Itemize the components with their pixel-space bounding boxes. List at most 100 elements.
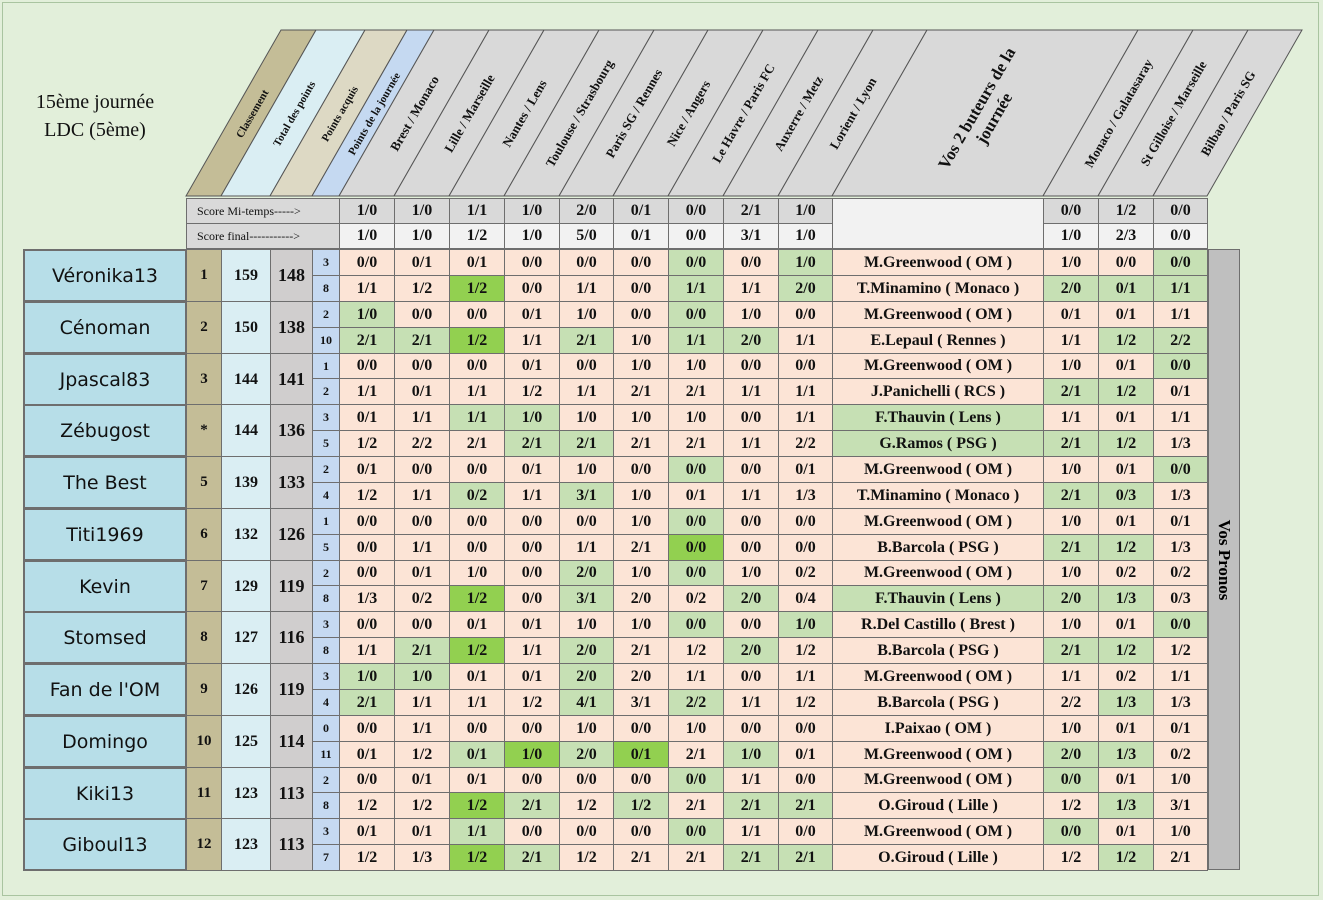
ldc-prono-score: 2/2 (1153, 327, 1208, 354)
player-total-points: 159 (221, 249, 271, 302)
ldc-prono-score: 0/1 (1098, 301, 1154, 328)
prono-score: 1/2 (778, 637, 833, 664)
prono-score: 0/0 (504, 508, 560, 535)
scorer-pick: M.Greenwood ( OM ) (832, 301, 1044, 328)
prono-score: 1/1 (394, 534, 450, 561)
prono-score: 1/0 (613, 508, 669, 535)
prono-score: 0/1 (339, 741, 395, 768)
prono-score: 0/0 (449, 534, 505, 561)
prono-score: 0/0 (394, 353, 450, 379)
prono-score: 0/0 (723, 404, 779, 431)
prono-score: 2/1 (504, 792, 560, 819)
ldc-prono-score: 1/1 (1043, 404, 1099, 431)
prono-score: 2/1 (339, 327, 395, 354)
prono-score: 1/0 (559, 715, 614, 742)
vos-pronos-text: Vos Pronos (1215, 519, 1234, 600)
scorer-pick: F.Thauvin ( Lens ) (832, 404, 1044, 431)
prono-score: 0/1 (613, 741, 669, 768)
points-journee: 3 (312, 818, 340, 845)
player-name: Kiki13 (23, 767, 187, 820)
points-journee: 3 (312, 663, 340, 690)
player-name: Titi1969 (23, 508, 187, 561)
prono-score: 0/0 (504, 767, 560, 793)
player-name: Kevin (23, 560, 187, 613)
prono-score: 2/1 (394, 637, 450, 664)
prono-score: 2/0 (778, 275, 833, 302)
player-total-points: 125 (221, 715, 271, 768)
prono-score: 0/0 (723, 663, 779, 690)
prono-score: 0/0 (504, 249, 560, 276)
prono-score: 2/1 (613, 637, 669, 664)
player-total-points: 123 (221, 767, 271, 820)
prono-score: 2/1 (339, 689, 395, 716)
prono-score: 1/0 (723, 560, 779, 586)
ldc-prono-score: 0/1 (1153, 508, 1208, 535)
prono-score: 2/1 (613, 534, 669, 561)
scorer-pick: T.Minamino ( Monaco ) (832, 482, 1044, 509)
prono-score: 1/1 (723, 482, 779, 509)
header-ldc-match-cell (1152, 29, 1303, 197)
title-line-1: 15ème journée (35, 91, 155, 113)
prono-score: 1/0 (723, 741, 779, 768)
ldc-prono-score: 1/2 (1098, 327, 1154, 354)
prono-score: 1/1 (394, 715, 450, 742)
prono-score: 0/0 (613, 275, 669, 302)
points-journee: 1 (312, 353, 340, 379)
prono-score: 0/0 (723, 353, 779, 379)
halftime-score: 0/0 (668, 198, 724, 224)
prono-score: 0/1 (449, 663, 505, 690)
prono-score: 1/1 (394, 689, 450, 716)
prono-score: 0/0 (559, 353, 614, 379)
prono-score: 2/1 (778, 844, 833, 871)
prono-score: 0/1 (668, 482, 724, 509)
prono-score: 2/1 (668, 741, 724, 768)
prono-score: 0/0 (613, 456, 669, 483)
ldc-prono-score: 1/0 (1153, 767, 1208, 793)
prono-score: 0/0 (778, 818, 833, 845)
halftime-ldc-score: 0/0 (1153, 198, 1208, 224)
ldc-prono-score: 1/0 (1043, 560, 1099, 586)
ldc-prono-score: 0/2 (1153, 741, 1208, 768)
ldc-prono-score: 2/1 (1153, 844, 1208, 871)
ldc-prono-score: 1/2 (1098, 378, 1154, 405)
player-points-acquis: 114 (270, 715, 313, 768)
final-ldc-score: 2/3 (1098, 223, 1154, 249)
prono-score: 2/1 (723, 844, 779, 871)
ldc-prono-score: 1/3 (1153, 534, 1208, 561)
prono-score: 1/2 (339, 482, 395, 509)
scorer-pick: M.Greenwood ( OM ) (832, 663, 1044, 690)
ldc-prono-score: 1/3 (1098, 741, 1154, 768)
ldc-prono-score: 1/3 (1153, 689, 1208, 716)
prono-score: 0/0 (778, 353, 833, 379)
ldc-prono-score: 1/1 (1043, 663, 1099, 690)
prono-score: 0/0 (668, 818, 724, 845)
prono-score: 0/0 (668, 301, 724, 328)
prono-score: 0/0 (394, 456, 450, 483)
ldc-prono-score: 1/2 (1098, 844, 1154, 871)
prono-score: 1/0 (668, 715, 724, 742)
prono-score: 0/0 (504, 585, 560, 612)
scorer-pick: M.Greenwood ( OM ) (832, 560, 1044, 586)
prono-score: 4/1 (559, 689, 614, 716)
ldc-prono-score: 2/0 (1043, 275, 1099, 302)
prono-score: 1/0 (504, 404, 560, 431)
prono-score: 0/0 (778, 715, 833, 742)
ldc-prono-score: 0/0 (1098, 249, 1154, 276)
player-total-points: 144 (221, 404, 271, 457)
prono-score: 0/1 (778, 456, 833, 483)
prono-score: 1/2 (339, 792, 395, 819)
prono-score: 0/1 (504, 301, 560, 328)
ldc-prono-score: 1/1 (1043, 327, 1099, 354)
final-score: 1/2 (449, 223, 505, 249)
ldc-prono-score: 0/1 (1098, 404, 1154, 431)
prono-score: 0/0 (449, 715, 505, 742)
player-rank: 10 (186, 715, 222, 768)
prono-score: 0/2 (778, 560, 833, 586)
points-journee: 3 (312, 249, 340, 276)
player-points-acquis: 113 (270, 818, 313, 871)
points-journee: 2 (312, 560, 340, 586)
prono-score: 0/1 (339, 818, 395, 845)
player-total-points: 139 (221, 456, 271, 509)
prono-score: 2/1 (668, 430, 724, 457)
scorer-pick: G.Ramos ( PSG ) (832, 430, 1044, 457)
